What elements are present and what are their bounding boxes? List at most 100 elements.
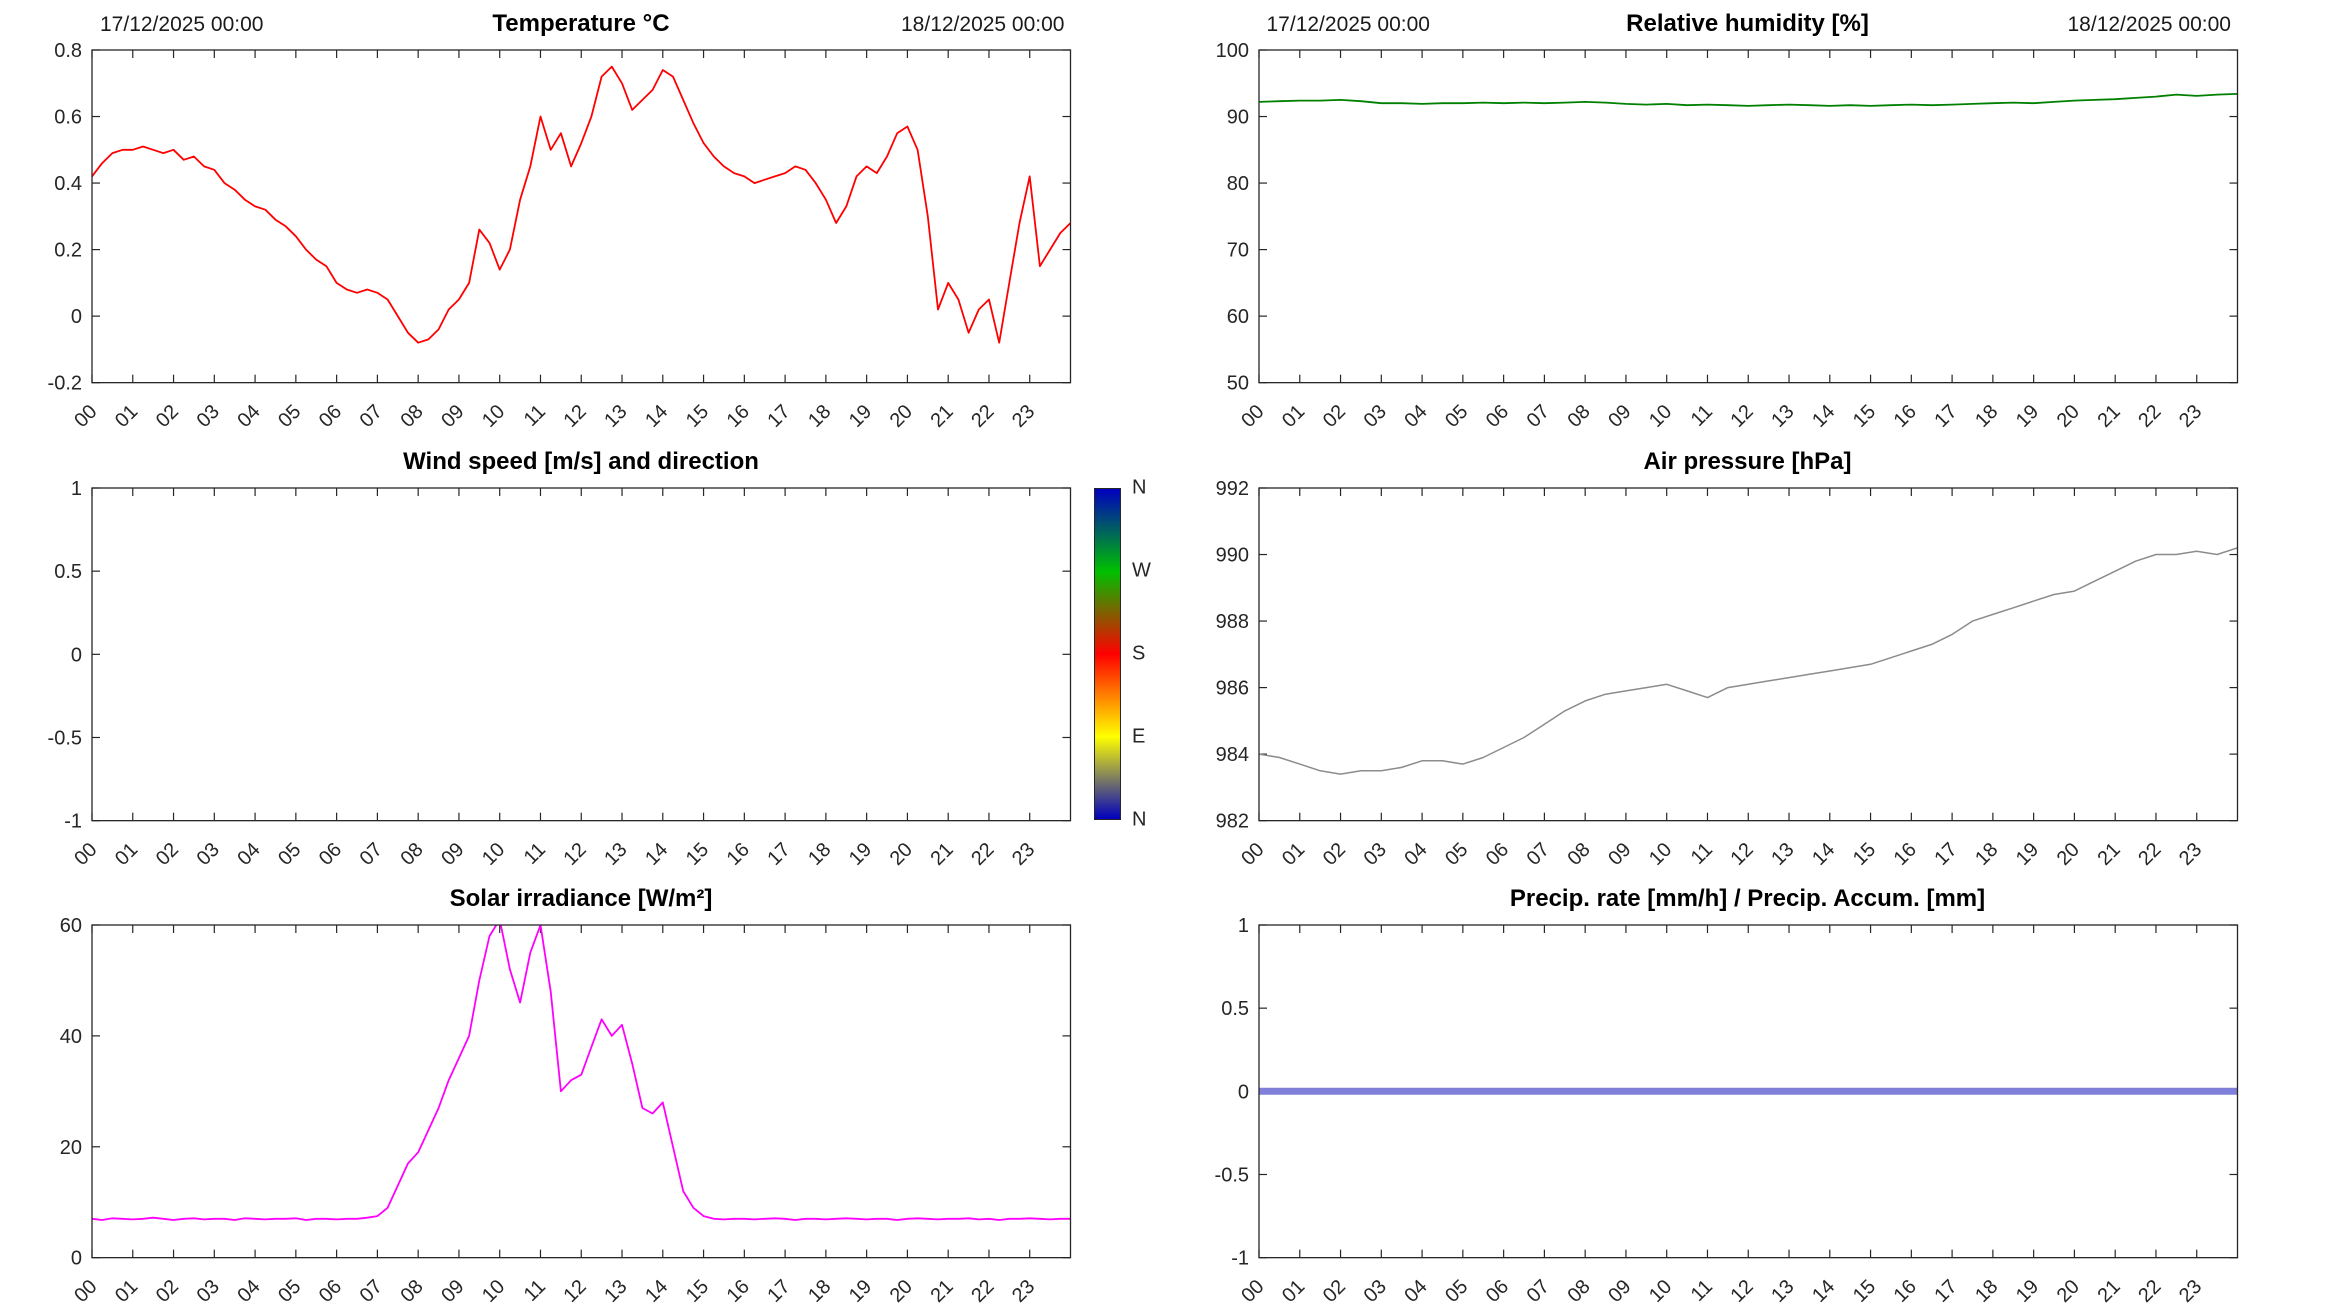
svg-text:08: 08 [1563,401,1594,432]
svg-text:1: 1 [1237,915,1248,937]
svg-text:15: 15 [682,401,713,432]
svg-text:18: 18 [804,838,835,869]
svg-text:00: 00 [1237,838,1268,869]
svg-text:01: 01 [111,401,142,432]
svg-text:20: 20 [2052,401,2083,432]
svg-text:60: 60 [60,915,82,937]
svg-text:02: 02 [1318,838,1349,869]
svg-text:19: 19 [845,401,876,432]
svg-text:03: 03 [193,1276,224,1307]
svg-text:-1: -1 [64,810,82,832]
temperature-plot: 00 01 02 03 04 05 06 07 08 09 10 11 12 13 14 15 16 17 18 19… [48,40,1072,432]
svg-text:12: 12 [560,838,591,869]
svg-text:0: 0 [71,306,82,328]
svg-text:23: 23 [1008,838,1039,869]
svg-text:04: 04 [233,1276,264,1307]
svg-text:01: 01 [111,1276,142,1307]
svg-text:10: 10 [478,1276,509,1307]
svg-text:22: 22 [967,1276,998,1307]
svg-text:15: 15 [1848,1276,1879,1307]
svg-text:0.2: 0.2 [54,240,82,262]
svg-text:22: 22 [967,401,998,432]
svg-text:03: 03 [193,401,224,432]
svg-text:90: 90 [1226,107,1248,129]
svg-text:05: 05 [274,401,305,432]
svg-text:16: 16 [723,1276,754,1307]
svg-text:02: 02 [1318,401,1349,432]
svg-text:19: 19 [845,838,876,869]
svg-text:16: 16 [723,401,754,432]
svg-text:20: 20 [2052,838,2083,869]
svg-text:18: 18 [1971,1276,2002,1307]
svg-text:07: 07 [356,838,387,869]
svg-text:08: 08 [396,838,427,869]
svg-text:0: 0 [1237,1082,1248,1104]
svg-text:02: 02 [152,838,183,869]
svg-text:01: 01 [111,838,142,869]
svg-text:06: 06 [1481,1276,1512,1307]
svg-text:04: 04 [233,401,264,432]
svg-text:15: 15 [682,1276,713,1307]
svg-text:05: 05 [1441,401,1472,432]
svg-text:06: 06 [315,401,346,432]
svg-text:100: 100 [1215,40,1248,62]
svg-text:70: 70 [1226,240,1248,262]
svg-text:05: 05 [274,838,305,869]
temperature-panel: 17/12/2025 00:00 Temperature °C 18/12/20… [0,0,1167,438]
start-date-label: 17/12/2025 00:00 [1266,13,1431,36]
svg-text:20: 20 [886,838,917,869]
pressure-panel: Air pressure [hPa] 00 01 02 03 04 05 06 07 08 09 1… [1167,438,2333,876]
svg-text:21: 21 [2093,838,2124,869]
svg-text:10: 10 [1644,401,1675,432]
svg-text:03: 03 [1359,401,1390,432]
svg-text:12: 12 [1726,401,1757,432]
svg-text:21: 21 [2093,401,2124,432]
svg-text:17: 17 [1930,1276,1961,1307]
svg-text:20: 20 [60,1137,82,1159]
pressure-plot: 00 01 02 03 04 05 06 07 08 09 10 11 12 13 14 15 16 17 18 19… [1215,478,2238,870]
svg-text:22: 22 [967,838,998,869]
svg-text:01: 01 [1278,1276,1309,1307]
svg-text:03: 03 [1359,838,1390,869]
svg-text:-0.5: -0.5 [48,727,82,749]
wind-plot: 00 01 02 03 04 05 06 07 08 09 10 11 12 13 14 15 16 17 18 19… [48,478,1072,870]
svg-text:00: 00 [70,838,101,869]
svg-text:18: 18 [1971,838,2002,869]
svg-text:16: 16 [1889,1276,1920,1307]
svg-text:-1: -1 [1231,1248,1249,1270]
svg-text:00: 00 [1237,1276,1268,1307]
svg-text:10: 10 [478,838,509,869]
svg-text:21: 21 [926,1276,957,1307]
solar-panel: Solar irradiance [W/m²] 00 01 02 03 04 05 06 07… [0,875,1167,1313]
svg-text:08: 08 [1563,838,1594,869]
svg-text:11: 11 [1686,1276,1716,1306]
colorbar-label-north-bottom: N [1132,808,1147,831]
svg-text:992: 992 [1215,478,1248,500]
colorbar-label-east: E [1132,725,1146,748]
svg-text:19: 19 [2011,1276,2042,1307]
svg-text:15: 15 [682,838,713,869]
colorbar-label-south: S [1132,642,1146,665]
svg-text:09: 09 [1604,838,1635,869]
svg-text:09: 09 [437,838,468,869]
svg-text:00: 00 [70,401,101,432]
svg-text:07: 07 [1522,1276,1553,1307]
svg-text:00: 00 [70,1276,101,1307]
svg-text:07: 07 [1522,401,1553,432]
svg-text:1: 1 [71,478,82,500]
svg-text:0.5: 0.5 [1221,998,1249,1020]
svg-text:06: 06 [1481,838,1512,869]
svg-text:50: 50 [1226,373,1248,395]
svg-text:22: 22 [2134,838,2165,869]
svg-text:17: 17 [1930,838,1961,869]
svg-text:23: 23 [2174,838,2205,869]
svg-text:14: 14 [1808,401,1839,432]
pressure-title: Air pressure [hPa] [1643,447,1852,475]
svg-text:11: 11 [1686,838,1716,868]
svg-text:11: 11 [520,838,550,868]
svg-text:06: 06 [1481,401,1512,432]
svg-text:04: 04 [1400,1276,1431,1307]
svg-text:14: 14 [1808,1276,1839,1307]
svg-text:60: 60 [1226,306,1248,328]
svg-text:09: 09 [1604,1276,1635,1307]
